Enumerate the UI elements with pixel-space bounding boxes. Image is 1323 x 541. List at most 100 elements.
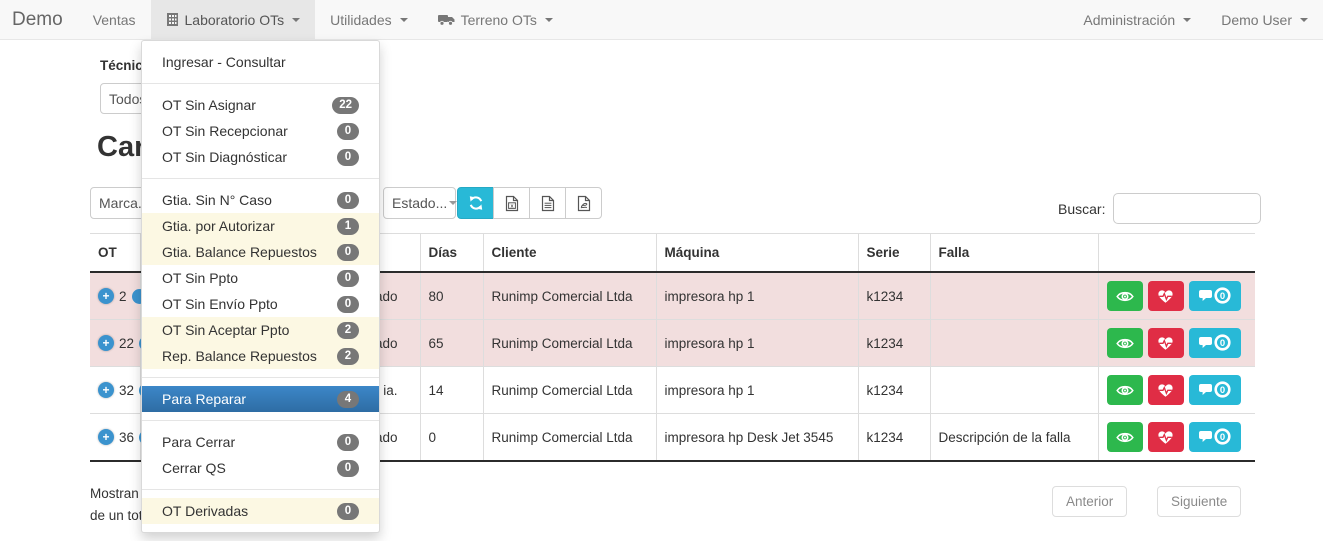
- text-file-button[interactable]: [529, 187, 566, 219]
- menu-item-ot-sin-asignar[interactable]: 22 OT Sin Asignar: [142, 92, 379, 118]
- excel-file-button[interactable]: x: [493, 187, 530, 219]
- count-badge: 0: [337, 502, 359, 520]
- view-ot-button[interactable]: [1106, 328, 1143, 358]
- menu-item-label: Para Cerrar: [162, 434, 236, 450]
- next-page-button[interactable]: Siguiente: [1157, 486, 1242, 517]
- maquina-cell: impresora hp Desk Jet 3545: [656, 413, 859, 462]
- dias-cell: 0: [420, 413, 484, 462]
- count-badge: 0: [337, 459, 359, 477]
- search-input[interactable]: [1113, 193, 1262, 224]
- nav-item-demo-user[interactable]: Demo User: [1206, 0, 1323, 39]
- estado-select-value: Estado...: [392, 195, 448, 211]
- nav-item-label: Terreno OTs: [460, 11, 537, 28]
- maquina-cell: impresora hp 1: [656, 272, 859, 320]
- menu-item-gtia-sin-n-caso[interactable]: 0 Gtia. Sin N° Caso: [142, 187, 379, 213]
- nav-item-laboratorio-ots[interactable]: Laboratorio OTs: [150, 0, 316, 39]
- menu-divider: [142, 489, 379, 490]
- eye-icon: [1115, 431, 1134, 444]
- svg-text:x: x: [510, 203, 514, 209]
- menu-item-ot-sin-aceptar-ppto[interactable]: 2 OT Sin Aceptar Ppto: [142, 317, 379, 343]
- menu-item-ot-derivadas[interactable]: 0 OT Derivadas: [142, 498, 379, 524]
- count-badge: 0: [337, 433, 359, 451]
- column-header-serie: Serie: [858, 233, 931, 273]
- menu-item-cerrar-qs[interactable]: 0 Cerrar QS: [142, 455, 379, 481]
- diagnostic-button[interactable]: [1147, 328, 1184, 358]
- page-title: Car: [97, 131, 146, 163]
- nav-item-utilidades[interactable]: Utilidades: [315, 0, 422, 39]
- comments-icon: 0: [1198, 427, 1232, 447]
- count-badge: 0: [337, 243, 359, 261]
- expand-row-icon[interactable]: +: [98, 288, 114, 304]
- nav-item-label: Administración: [1083, 11, 1176, 28]
- menu-item-gtia-por-autorizar[interactable]: 1 Gtia. por Autorizar: [142, 213, 379, 239]
- navbar-left: Ventas Laboratorio OTs Utilidades Terreno O…: [78, 0, 568, 39]
- menu-divider: [142, 178, 379, 179]
- menu-item-label: Rep. Balance Repuestos: [162, 348, 317, 364]
- chevron-down-icon: [292, 17, 301, 22]
- menu-item-ingresar-consultar[interactable]: Ingresar - Consultar: [142, 49, 379, 75]
- diagnostic-button[interactable]: [1147, 281, 1184, 311]
- refresh-icon: [468, 195, 484, 211]
- dias-cell: 80: [420, 272, 484, 320]
- comments-button[interactable]: 0: [1188, 422, 1241, 452]
- estado-select[interactable]: Estado...: [383, 187, 458, 219]
- svg-text:0: 0: [1219, 432, 1224, 443]
- view-ot-button[interactable]: [1106, 422, 1143, 452]
- marca-select-value: Marca...: [99, 195, 150, 211]
- nav-item-ventas[interactable]: Ventas: [78, 0, 151, 39]
- menu-item-label: OT Sin Recepcionar: [162, 123, 288, 139]
- serie-cell: k1234: [858, 272, 931, 320]
- diagnostic-button[interactable]: [1147, 375, 1184, 405]
- navbar-right: Administración Demo User: [1068, 0, 1323, 39]
- menu-item-para-cerrar[interactable]: 0 Para Cerrar: [142, 429, 379, 455]
- menu-item-label: OT Derivadas: [162, 503, 249, 519]
- menu-divider: [142, 377, 379, 378]
- menu-item-ot-sin-recepcionar[interactable]: 0 OT Sin Recepcionar: [142, 118, 379, 144]
- chevron-down-icon: [1183, 17, 1192, 22]
- count-badge: 1: [337, 217, 359, 235]
- falla-cell: [930, 366, 1099, 414]
- previous-page-button[interactable]: Anterior: [1052, 486, 1128, 517]
- serie-cell: k1234: [858, 413, 931, 462]
- menu-item-label: Gtia. Sin N° Caso: [162, 192, 272, 208]
- pdf-file-button[interactable]: [565, 187, 602, 219]
- menu-item-ot-sin-ppto[interactable]: 0 OT Sin Ppto: [142, 265, 379, 291]
- refresh-button[interactable]: [457, 187, 494, 219]
- menu-item-rep-balance-repuestos[interactable]: 2 Rep. Balance Repuestos: [142, 343, 379, 369]
- nav-item-label: Demo User: [1221, 11, 1292, 28]
- falla-cell: Descripción de la falla: [930, 413, 1099, 462]
- nav-item-administración[interactable]: Administración: [1068, 0, 1206, 39]
- serie-cell: k1234: [858, 366, 931, 414]
- menu-item-ot-sin-envío-ppto[interactable]: 0 OT Sin Envío Ppto: [142, 291, 379, 317]
- building-icon: [166, 13, 179, 26]
- count-badge: 2: [337, 347, 359, 365]
- count-badge: 0: [337, 269, 359, 287]
- text-file-icon: [541, 195, 555, 212]
- menu-item-label: OT Sin Diagnósticar: [162, 149, 288, 165]
- brand-logo[interactable]: Demo: [12, 8, 63, 30]
- view-ot-button[interactable]: [1106, 281, 1143, 311]
- comments-button[interactable]: 0: [1188, 281, 1241, 311]
- comments-button[interactable]: 0: [1188, 328, 1241, 358]
- count-badge: 0: [337, 122, 359, 140]
- diagnostic-button[interactable]: [1147, 422, 1184, 452]
- tecnico-label: Técnic: [100, 58, 143, 73]
- menu-item-label: OT Sin Envío Ppto: [162, 296, 278, 312]
- nav-item-terreno-ots[interactable]: Terreno OTs: [423, 0, 568, 39]
- menu-item-ot-sin-diagnósticar[interactable]: 0 OT Sin Diagnósticar: [142, 144, 379, 170]
- heartbeat-icon: [1157, 336, 1174, 351]
- column-header-máquina: Máquina: [656, 233, 859, 273]
- comments-icon: 0: [1198, 380, 1232, 400]
- count-badge: 0: [337, 191, 359, 209]
- excel-file-icon: x: [505, 195, 519, 212]
- menu-item-para-reparar[interactable]: 4 Para Reparar: [142, 386, 379, 412]
- column-header-empty: [1098, 233, 1255, 273]
- expand-row-icon[interactable]: +: [98, 382, 114, 398]
- expand-row-icon[interactable]: +: [98, 429, 114, 445]
- view-ot-button[interactable]: [1106, 375, 1143, 405]
- expand-row-icon[interactable]: +: [98, 335, 114, 351]
- menu-item-gtia-balance-repuestos[interactable]: 0 Gtia. Balance Repuestos: [142, 239, 379, 265]
- column-header-ot: OT: [90, 233, 141, 273]
- menu-item-label: Cerrar QS: [162, 460, 226, 476]
- comments-button[interactable]: 0: [1188, 375, 1241, 405]
